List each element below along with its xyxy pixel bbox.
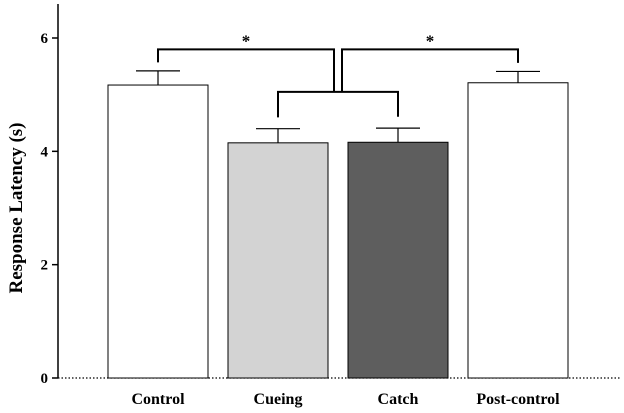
significance-marker: * — [426, 31, 435, 50]
x-category-label: Control — [131, 391, 185, 408]
y-tick-label: 0 — [41, 371, 49, 387]
y-tick-label: 6 — [41, 31, 49, 47]
significance-brackets: * * — [157, 31, 519, 118]
bar-catch — [347, 141, 449, 379]
x-category-label: Post-control — [476, 391, 560, 408]
bar-cueing — [227, 142, 329, 379]
x-category-label: Cueing — [254, 391, 303, 408]
axes: 0 2 4 6 — [41, 4, 620, 387]
y-tick-label: 2 — [41, 258, 49, 274]
y-axis-label: Response Latency (s) — [6, 123, 27, 294]
bar-post-control — [467, 82, 569, 379]
significance-bracket — [157, 48, 335, 92]
y-tick-label: 4 — [41, 144, 49, 160]
x-category-label: Catch — [378, 391, 419, 408]
bar-control — [107, 84, 209, 379]
significance-bracket — [341, 48, 519, 92]
significance-marker: * — [242, 31, 251, 50]
group-bracket — [277, 90, 399, 118]
bars: Control Cueing Catch Post-control — [107, 70, 569, 408]
